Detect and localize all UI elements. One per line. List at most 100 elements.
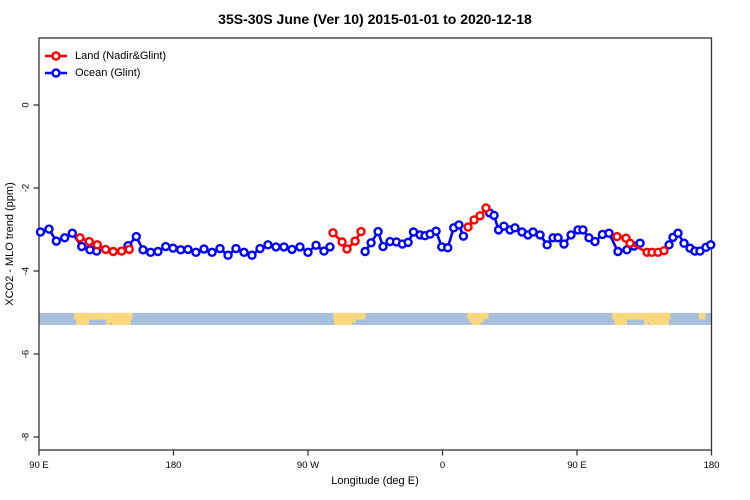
ocean-point	[311, 240, 321, 250]
ocean-point	[360, 246, 370, 257]
ocean-point	[535, 230, 545, 240]
ocean-point	[679, 238, 689, 248]
legend-marker-ocean-icon	[45, 67, 67, 78]
ocean-point	[145, 247, 156, 258]
land-point	[612, 231, 622, 242]
y-tick-label: -4	[21, 267, 32, 275]
legend-label-ocean: Ocean (Glint)	[75, 66, 141, 79]
ocean-point	[489, 210, 499, 221]
ocean-point	[44, 224, 54, 234]
x-tick-label: 90 W	[297, 460, 319, 471]
ocean-point	[604, 228, 614, 238]
x-tick-label: 180	[704, 460, 720, 471]
x-tick-label: 0	[440, 460, 445, 471]
map-strip-land-australia-2	[612, 312, 671, 320]
ocean-point	[231, 243, 241, 254]
ocean-point	[553, 233, 563, 243]
ocean-point	[578, 225, 588, 235]
ocean-point	[51, 236, 62, 246]
ocean-point	[35, 227, 46, 237]
ocean-point	[153, 246, 163, 257]
map-strip-land-australia	[109, 319, 112, 323]
map-strip-land-australia	[106, 319, 110, 325]
ocean-point	[706, 240, 716, 250]
ocean-point	[510, 223, 520, 233]
ocean-point	[431, 226, 441, 236]
ocean-point	[590, 236, 600, 247]
ocean-point	[295, 242, 305, 252]
ocean-point	[138, 245, 148, 255]
map-strip-land-africa	[469, 318, 484, 323]
ocean-point	[378, 241, 388, 252]
ocean-point	[443, 243, 453, 253]
land-point	[475, 211, 485, 221]
y-axis-label: XCO2 - MLO trend (ppm)	[4, 182, 16, 306]
ocean-point	[168, 243, 178, 253]
ocean-point	[664, 240, 674, 250]
land-point	[342, 244, 352, 254]
ocean-point	[454, 220, 464, 230]
chart-title: 35S-30S June (Ver 10) 2015-01-01 to 2020…	[218, 11, 532, 27]
ocean-point	[366, 238, 376, 248]
ocean-point	[77, 241, 87, 252]
x-tick-label: 90 E	[567, 460, 587, 471]
map-strip-land-new-zealand	[698, 312, 706, 320]
map-strip-land-south-america	[333, 312, 366, 320]
map-strip-land-australia-2	[644, 319, 648, 325]
map-strip-land-australia-2	[649, 319, 669, 325]
ocean-point	[239, 247, 249, 258]
y-tick-label: -8	[21, 433, 32, 441]
map-strip-land-australia	[76, 319, 90, 325]
y-tick-label: -6	[21, 350, 32, 358]
map-strip-land-australia-2	[647, 319, 650, 323]
x-axis-label: Longitude (deg E)	[331, 475, 419, 487]
ocean-point	[542, 240, 552, 250]
ocean-point	[175, 245, 186, 255]
land-point	[481, 203, 491, 213]
land-point	[75, 233, 85, 243]
legend-row-land: Land (Nadir&Glint)	[44, 47, 166, 64]
ocean-point	[287, 244, 297, 255]
ocean-point	[183, 244, 193, 255]
land-point	[625, 238, 635, 248]
ocean-point	[215, 243, 225, 254]
map-strip-land-australia-2	[614, 319, 628, 325]
land-point	[469, 215, 479, 225]
land-point	[328, 228, 338, 238]
land-point	[116, 246, 127, 256]
ocean-point	[223, 250, 233, 260]
map-strip-land-australia	[111, 319, 131, 325]
legend-row-ocean: Ocean (Glint)	[44, 64, 166, 81]
map-strip-land-south-america	[334, 319, 353, 325]
x-tick-label: 180	[166, 460, 182, 471]
land-point	[350, 236, 360, 246]
legend-label-land: Land (Nadir&Glint)	[75, 49, 167, 62]
map-strip-land-australia	[74, 312, 133, 320]
land-point	[100, 244, 111, 255]
ocean-point	[247, 250, 257, 260]
ocean-point	[191, 247, 201, 258]
ocean-point	[255, 243, 265, 254]
ocean-point	[67, 228, 78, 238]
land-point	[124, 244, 134, 255]
land-point	[356, 226, 366, 237]
ocean-point	[403, 237, 413, 248]
map-strip-ocean	[39, 312, 712, 325]
ocean-point	[458, 231, 469, 241]
y-tick-label: -2	[21, 184, 32, 192]
land-point	[84, 236, 94, 247]
ocean-point	[263, 240, 273, 250]
x-tick-label: 90 E	[29, 460, 49, 471]
ocean-point	[207, 247, 217, 258]
ocean-point	[613, 246, 623, 257]
land-point	[92, 240, 102, 250]
legend-marker-land-icon	[45, 50, 67, 61]
land-point	[337, 237, 347, 247]
ocean-point	[635, 238, 645, 248]
ocean-point	[279, 242, 289, 252]
ocean-point	[566, 230, 576, 240]
land-point	[108, 246, 118, 257]
ocean-point	[161, 241, 171, 252]
